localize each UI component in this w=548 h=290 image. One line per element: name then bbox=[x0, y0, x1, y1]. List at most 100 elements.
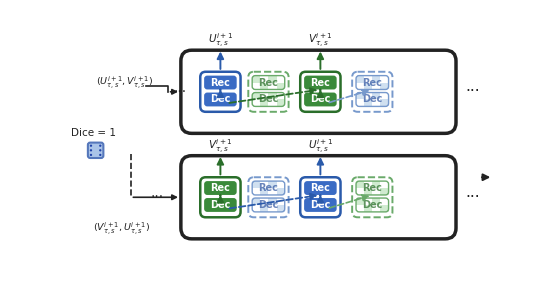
Bar bbox=[372, 83, 380, 90]
FancyBboxPatch shape bbox=[181, 50, 456, 133]
FancyBboxPatch shape bbox=[200, 177, 241, 217]
Bar bbox=[277, 76, 285, 83]
Text: Dec: Dec bbox=[362, 200, 383, 210]
Text: Dec: Dec bbox=[310, 200, 330, 210]
Bar bbox=[260, 93, 269, 99]
Bar bbox=[252, 181, 260, 188]
FancyBboxPatch shape bbox=[304, 76, 336, 90]
Text: $V_{\tau,s}^{i+1}$: $V_{\tau,s}^{i+1}$ bbox=[208, 137, 233, 155]
Bar bbox=[252, 93, 260, 99]
Text: Rec: Rec bbox=[310, 77, 330, 88]
Circle shape bbox=[90, 144, 92, 147]
Text: ···: ··· bbox=[465, 84, 480, 99]
FancyBboxPatch shape bbox=[304, 93, 336, 106]
Bar bbox=[364, 93, 372, 99]
Text: Rec: Rec bbox=[310, 183, 330, 193]
Circle shape bbox=[99, 154, 101, 156]
Bar bbox=[269, 76, 277, 83]
Bar bbox=[364, 188, 372, 195]
FancyBboxPatch shape bbox=[304, 198, 336, 212]
Text: Dec: Dec bbox=[310, 95, 330, 104]
Text: Rec: Rec bbox=[259, 183, 278, 193]
Text: $V_{\tau,s}^{i+1}$: $V_{\tau,s}^{i+1}$ bbox=[308, 32, 333, 50]
Text: Dec: Dec bbox=[362, 95, 383, 104]
Bar bbox=[277, 181, 285, 188]
Bar bbox=[364, 83, 372, 90]
Bar bbox=[269, 93, 277, 99]
Text: Dec: Dec bbox=[258, 200, 278, 210]
Bar bbox=[380, 205, 389, 212]
Bar bbox=[356, 205, 364, 212]
Bar bbox=[364, 76, 372, 83]
Bar bbox=[269, 198, 277, 205]
Text: Dec: Dec bbox=[210, 95, 231, 104]
Bar bbox=[252, 205, 260, 212]
Bar bbox=[277, 83, 285, 90]
Bar bbox=[356, 181, 364, 188]
Bar bbox=[380, 188, 389, 195]
FancyBboxPatch shape bbox=[204, 198, 237, 212]
FancyBboxPatch shape bbox=[181, 156, 456, 239]
Bar bbox=[380, 181, 389, 188]
Bar bbox=[277, 198, 285, 205]
FancyBboxPatch shape bbox=[352, 72, 392, 112]
Text: Dice = 1: Dice = 1 bbox=[71, 128, 116, 138]
FancyBboxPatch shape bbox=[300, 72, 340, 112]
Text: ···: ··· bbox=[150, 190, 163, 204]
Circle shape bbox=[90, 154, 92, 156]
FancyBboxPatch shape bbox=[300, 177, 340, 217]
Bar bbox=[269, 188, 277, 195]
Bar bbox=[372, 181, 380, 188]
Bar bbox=[269, 205, 277, 212]
FancyBboxPatch shape bbox=[204, 181, 237, 195]
Text: $(V_{\tau,s}^{i+1},U_{\tau,s}^{i+1})$: $(V_{\tau,s}^{i+1},U_{\tau,s}^{i+1})$ bbox=[93, 221, 150, 237]
Bar bbox=[277, 93, 285, 99]
Text: ···: ··· bbox=[174, 85, 187, 99]
Text: Rec: Rec bbox=[259, 77, 278, 88]
Bar bbox=[364, 99, 372, 106]
Text: $U_{\tau,s}^{i+1}$: $U_{\tau,s}^{i+1}$ bbox=[208, 32, 233, 50]
FancyBboxPatch shape bbox=[204, 76, 237, 90]
FancyBboxPatch shape bbox=[88, 143, 104, 158]
Text: Rec: Rec bbox=[362, 183, 383, 193]
Bar bbox=[380, 83, 389, 90]
Bar bbox=[277, 99, 285, 106]
Bar bbox=[380, 76, 389, 83]
FancyBboxPatch shape bbox=[352, 177, 392, 217]
Bar bbox=[252, 99, 260, 106]
Bar bbox=[372, 99, 380, 106]
Text: Rec: Rec bbox=[362, 77, 383, 88]
Bar bbox=[269, 99, 277, 106]
Bar bbox=[372, 188, 380, 195]
Text: $(U_{\tau,s}^{i+1},V_{\tau,s}^{i+1})$: $(U_{\tau,s}^{i+1},V_{\tau,s}^{i+1})$ bbox=[96, 74, 153, 91]
Bar bbox=[269, 181, 277, 188]
Bar bbox=[252, 188, 260, 195]
Bar bbox=[260, 205, 269, 212]
Bar bbox=[380, 93, 389, 99]
Circle shape bbox=[99, 149, 101, 151]
Bar bbox=[372, 93, 380, 99]
Text: Rec: Rec bbox=[210, 77, 230, 88]
Bar bbox=[356, 188, 364, 195]
Text: $U_{\tau,s}^{i+1}$: $U_{\tau,s}^{i+1}$ bbox=[308, 137, 333, 155]
Bar bbox=[252, 76, 260, 83]
Bar bbox=[372, 76, 380, 83]
Text: Dec: Dec bbox=[258, 95, 278, 104]
FancyBboxPatch shape bbox=[248, 72, 289, 112]
Bar bbox=[269, 83, 277, 90]
FancyBboxPatch shape bbox=[248, 177, 289, 217]
FancyBboxPatch shape bbox=[304, 181, 336, 195]
Bar bbox=[356, 76, 364, 83]
Bar bbox=[364, 181, 372, 188]
Bar bbox=[372, 198, 380, 205]
Text: ···: ··· bbox=[465, 190, 480, 205]
Bar bbox=[356, 93, 364, 99]
Bar bbox=[380, 99, 389, 106]
FancyBboxPatch shape bbox=[204, 93, 237, 106]
Bar bbox=[260, 181, 269, 188]
Bar bbox=[277, 205, 285, 212]
Bar bbox=[252, 83, 260, 90]
Bar bbox=[260, 99, 269, 106]
FancyBboxPatch shape bbox=[200, 72, 241, 112]
Bar bbox=[372, 205, 380, 212]
